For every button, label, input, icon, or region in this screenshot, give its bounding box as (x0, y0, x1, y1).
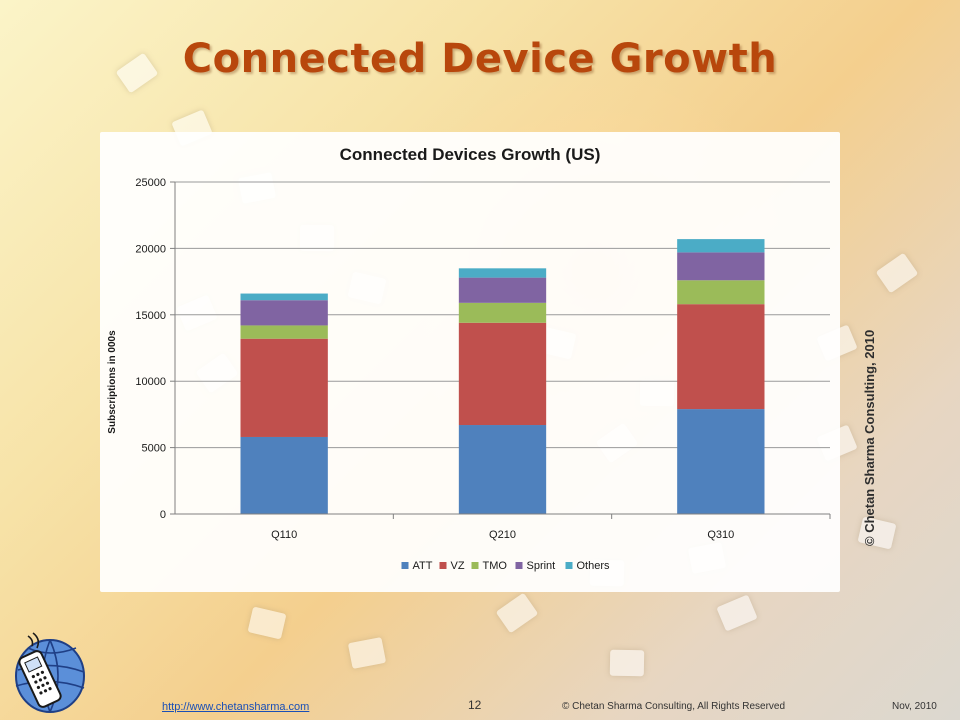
y-tick-label: 20000 (135, 243, 166, 255)
page-number: 12 (468, 698, 482, 712)
bar-segment-vz-q210 (458, 322, 547, 426)
legend-swatch-tmo (471, 562, 479, 569)
bar-segment-others-q210 (458, 268, 547, 278)
legend-label-others: Others (577, 560, 611, 572)
background-tile (495, 592, 539, 634)
legend-label-att: ATT (413, 560, 433, 572)
x-tick-label: Q310 (707, 529, 734, 541)
axes: 0 5000 10000 15000 20000 25000 Q110 Q210 Q310 (135, 177, 831, 541)
background-tile (875, 252, 919, 294)
phone-globe-logo-icon (15, 632, 85, 713)
chart-title: Connected Devices Growth (US) (340, 145, 601, 164)
x-tick-label: Q110 (271, 529, 297, 541)
y-tick-label: 10000 (135, 376, 166, 388)
bar-segment-tmo-q210 (458, 302, 547, 323)
bar-segment-tmo-q310 (677, 280, 765, 305)
website-link[interactable]: http://www.chetansharma.com (162, 701, 310, 713)
bar-segment-sprint-q210 (458, 277, 547, 303)
bar-segment-vz-q310 (677, 304, 765, 410)
bars (240, 239, 765, 514)
bar-segment-att-q110 (240, 436, 328, 514)
y-tick-label: 25000 (135, 177, 166, 189)
y-tick-label: 15000 (135, 310, 166, 322)
x-tick-label: Q210 (489, 529, 516, 541)
legend: ATT VZ TMO Sprint Others (401, 560, 611, 572)
legend-swatch-sprint (515, 562, 523, 569)
slide-title: Connected Device Growth (182, 36, 778, 82)
y-tick-label: 0 (160, 509, 166, 521)
legend-swatch-att (401, 562, 409, 569)
legend-label-sprint: Sprint (527, 560, 556, 572)
bar-segment-sprint-q110 (240, 300, 328, 326)
bar-segment-att-q210 (458, 425, 547, 514)
bar-segment-others-q110 (240, 293, 328, 301)
vertical-copyright: © Chetan Sharma Consulting, 2010 (862, 329, 877, 546)
legend-swatch-others (565, 562, 573, 569)
background-tile (609, 649, 645, 677)
bar-segment-sprint-q310 (677, 252, 765, 281)
footer-date: Nov, 2010 (892, 701, 937, 712)
bar-segment-vz-q110 (240, 338, 328, 437)
chart-panel: Connected Devices Growth (US) Subscripti… (100, 132, 840, 592)
y-tick-label: 5000 (142, 443, 166, 455)
bar-segment-others-q310 (677, 239, 765, 253)
legend-swatch-vz (439, 562, 447, 569)
legend-label-tmo: TMO (483, 560, 508, 572)
footer-copyright: © Chetan Sharma Consulting, All Rights R… (562, 701, 786, 712)
legend-label-vz: VZ (451, 560, 465, 572)
bar-segment-tmo-q110 (240, 325, 328, 339)
stacked-bar-chart: Connected Devices Growth (US) Subscripti… (107, 145, 831, 572)
background-tile (347, 636, 387, 670)
bar-segment-att-q310 (677, 409, 765, 514)
background-tile (247, 606, 287, 640)
background-tile (716, 594, 758, 632)
y-axis-label: Subscriptions in 000s (107, 330, 118, 434)
